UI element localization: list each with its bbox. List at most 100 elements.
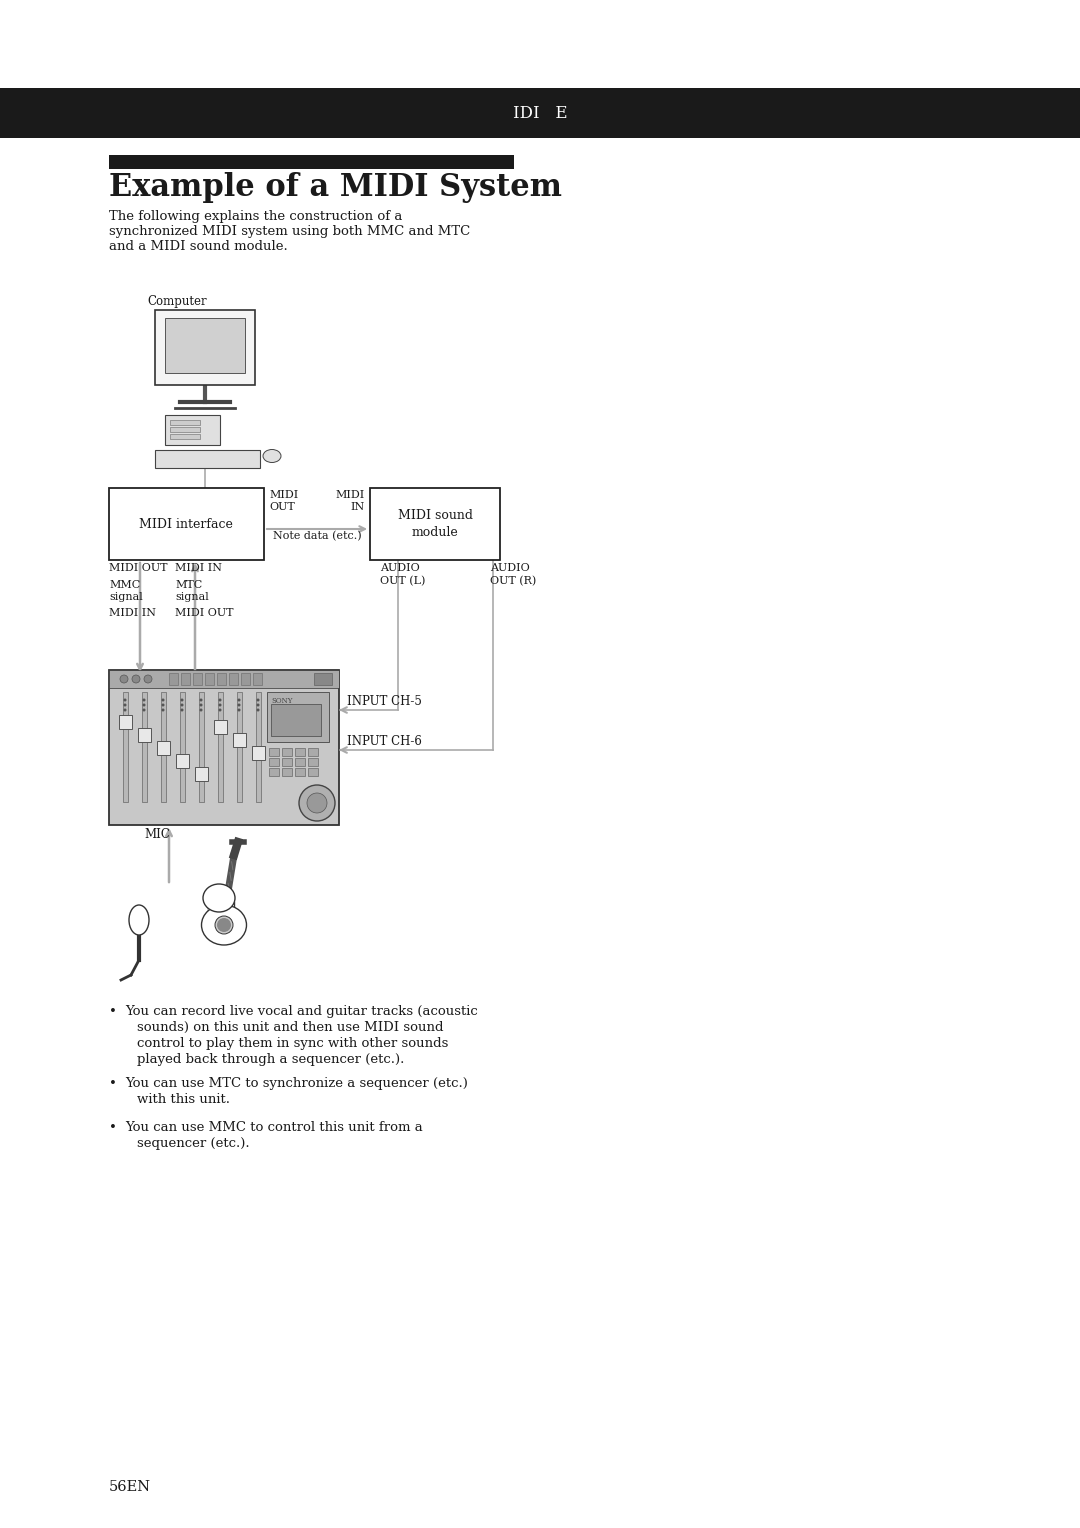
- Circle shape: [143, 698, 146, 701]
- Circle shape: [180, 709, 184, 712]
- Circle shape: [218, 703, 221, 706]
- Bar: [195, 767, 208, 781]
- Text: MTC
signal: MTC signal: [175, 581, 208, 602]
- Bar: [256, 692, 261, 802]
- Bar: [109, 154, 514, 170]
- Circle shape: [200, 703, 203, 706]
- Bar: [165, 318, 245, 373]
- Bar: [176, 753, 189, 769]
- Bar: [308, 769, 318, 776]
- Bar: [269, 749, 279, 756]
- Circle shape: [307, 793, 327, 813]
- Circle shape: [299, 785, 335, 821]
- Bar: [170, 420, 200, 425]
- Text: The following explains the construction of a: The following explains the construction …: [109, 209, 403, 223]
- Circle shape: [123, 709, 126, 712]
- Circle shape: [162, 709, 164, 712]
- Text: You can use MMC to control this unit from a: You can use MMC to control this unit fro…: [125, 1122, 422, 1134]
- Bar: [205, 672, 214, 685]
- Bar: [156, 451, 260, 468]
- Text: SONY: SONY: [271, 697, 293, 704]
- Ellipse shape: [264, 449, 281, 463]
- Bar: [119, 715, 132, 729]
- Text: Computer: Computer: [147, 295, 206, 309]
- Bar: [253, 672, 262, 685]
- Bar: [141, 692, 147, 802]
- Bar: [165, 416, 220, 445]
- Text: MIDI
IN: MIDI IN: [336, 490, 365, 512]
- Circle shape: [217, 918, 231, 932]
- Circle shape: [238, 709, 241, 712]
- Bar: [282, 749, 292, 756]
- Circle shape: [123, 698, 126, 701]
- Bar: [208, 900, 234, 926]
- Circle shape: [143, 709, 146, 712]
- Text: MIDI IN: MIDI IN: [175, 562, 222, 573]
- Bar: [109, 669, 339, 825]
- Text: MIDI OUT: MIDI OUT: [109, 562, 167, 573]
- Text: MIDI OUT: MIDI OUT: [175, 608, 233, 617]
- Bar: [138, 727, 151, 743]
- Ellipse shape: [203, 885, 235, 912]
- Text: synchronized MIDI system using both MMC and MTC: synchronized MIDI system using both MMC …: [109, 225, 470, 238]
- Circle shape: [257, 709, 259, 712]
- Circle shape: [162, 703, 164, 706]
- Text: MIC: MIC: [144, 828, 170, 840]
- Circle shape: [123, 703, 126, 706]
- Text: MIDI
OUT: MIDI OUT: [269, 490, 298, 512]
- Bar: [233, 733, 246, 747]
- Circle shape: [218, 709, 221, 712]
- Circle shape: [215, 915, 233, 934]
- Text: •: •: [109, 1077, 117, 1089]
- Circle shape: [132, 675, 140, 683]
- Bar: [157, 741, 170, 755]
- Text: played back through a sequencer (etc.).: played back through a sequencer (etc.).: [137, 1053, 404, 1067]
- Circle shape: [162, 698, 164, 701]
- Text: •: •: [109, 1122, 117, 1134]
- Text: with this unit.: with this unit.: [137, 1093, 230, 1106]
- Bar: [199, 692, 204, 802]
- Circle shape: [144, 675, 152, 683]
- Text: •: •: [109, 1005, 117, 1018]
- Text: 56EN: 56EN: [109, 1481, 151, 1494]
- Bar: [252, 746, 265, 759]
- Bar: [170, 434, 200, 439]
- Bar: [156, 310, 255, 385]
- Bar: [269, 769, 279, 776]
- Ellipse shape: [129, 905, 149, 935]
- Bar: [267, 692, 329, 743]
- Text: INPUT CH-6: INPUT CH-6: [347, 735, 422, 749]
- Bar: [123, 692, 129, 802]
- Bar: [0, 89, 1080, 138]
- Bar: [237, 692, 242, 802]
- Circle shape: [238, 698, 241, 701]
- Bar: [282, 758, 292, 766]
- Text: You can use MTC to synchronize a sequencer (etc.): You can use MTC to synchronize a sequenc…: [125, 1077, 468, 1089]
- Circle shape: [257, 703, 259, 706]
- Bar: [180, 692, 185, 802]
- Bar: [295, 749, 305, 756]
- Bar: [229, 672, 238, 685]
- Text: and a MIDI sound module.: and a MIDI sound module.: [109, 240, 287, 254]
- Bar: [370, 487, 500, 559]
- Bar: [308, 758, 318, 766]
- Circle shape: [180, 703, 184, 706]
- Bar: [314, 672, 332, 685]
- Bar: [295, 769, 305, 776]
- Text: Example of a MIDI System: Example of a MIDI System: [109, 173, 562, 203]
- Ellipse shape: [202, 905, 246, 944]
- Text: IDI   E: IDI E: [513, 104, 567, 122]
- Text: sounds) on this unit and then use MIDI sound: sounds) on this unit and then use MIDI s…: [137, 1021, 444, 1034]
- Bar: [109, 669, 339, 688]
- Bar: [168, 672, 178, 685]
- Bar: [218, 692, 222, 802]
- Text: INPUT CH-5: INPUT CH-5: [347, 695, 422, 707]
- Text: AUDIO
OUT (L): AUDIO OUT (L): [380, 562, 426, 585]
- Bar: [271, 704, 321, 736]
- Bar: [217, 672, 226, 685]
- Text: MIDI IN: MIDI IN: [109, 608, 156, 617]
- Text: sequencer (etc.).: sequencer (etc.).: [137, 1137, 249, 1151]
- Bar: [170, 426, 200, 432]
- Text: MIDI sound
module: MIDI sound module: [397, 509, 473, 539]
- Bar: [282, 769, 292, 776]
